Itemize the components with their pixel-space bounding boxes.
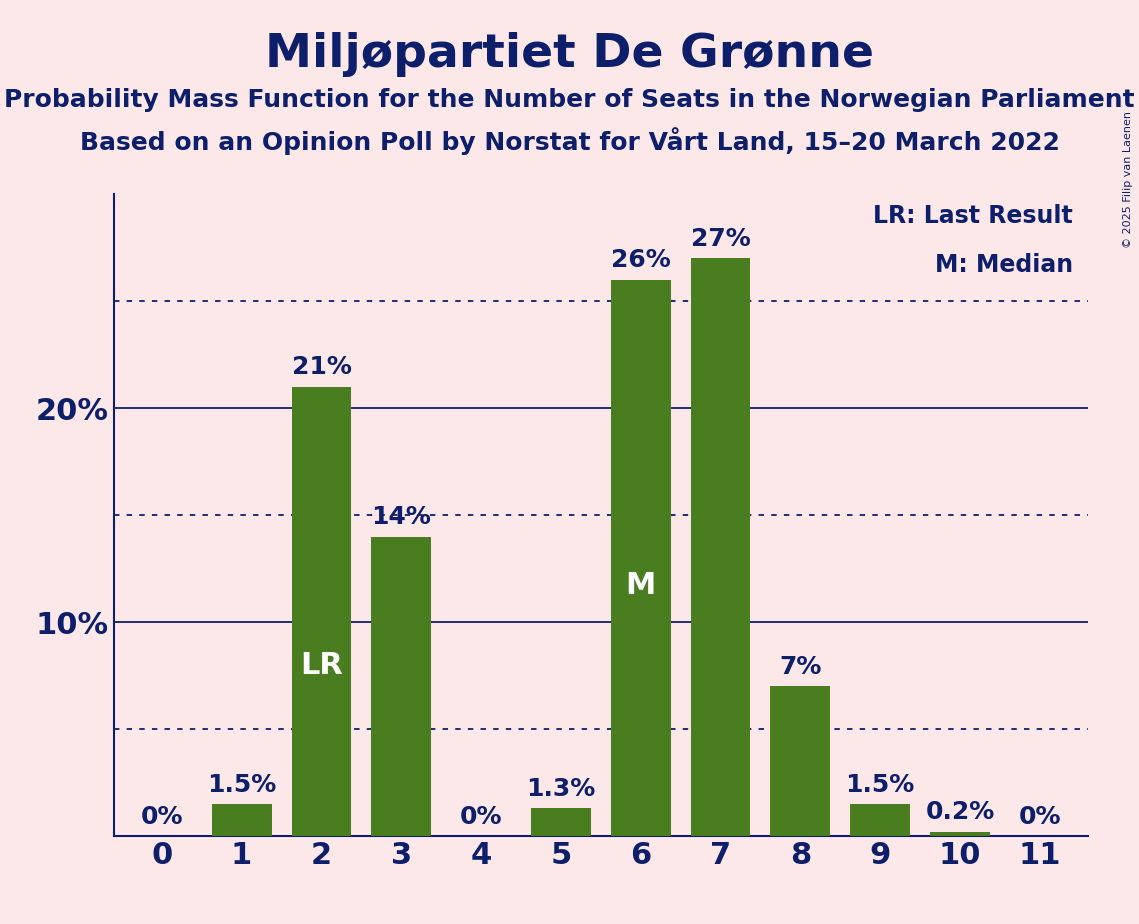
Text: 7%: 7% xyxy=(779,655,821,679)
Bar xyxy=(770,687,830,836)
Text: 1.5%: 1.5% xyxy=(845,772,915,796)
Text: M: M xyxy=(625,571,656,601)
Text: 27%: 27% xyxy=(690,226,751,250)
Bar xyxy=(851,804,910,836)
Text: Miljøpartiet De Grønne: Miljøpartiet De Grønne xyxy=(265,32,874,78)
Text: 26%: 26% xyxy=(611,249,671,273)
Text: LR: Last Result: LR: Last Result xyxy=(874,203,1073,227)
Text: 0%: 0% xyxy=(140,805,183,829)
Text: 21%: 21% xyxy=(292,355,351,379)
Text: 0%: 0% xyxy=(460,805,502,829)
Text: 1.3%: 1.3% xyxy=(526,777,596,801)
Text: M: Median: M: Median xyxy=(935,253,1073,277)
Text: Based on an Opinion Poll by Norstat for Vårt Land, 15–20 March 2022: Based on an Opinion Poll by Norstat for … xyxy=(80,128,1059,155)
Bar xyxy=(931,832,990,836)
Bar xyxy=(531,808,591,836)
Text: 14%: 14% xyxy=(371,505,432,529)
Bar xyxy=(212,804,271,836)
Bar xyxy=(611,280,671,836)
Text: 0%: 0% xyxy=(1018,805,1062,829)
Bar xyxy=(371,537,432,836)
Bar xyxy=(292,386,351,836)
Text: 1.5%: 1.5% xyxy=(207,772,277,796)
Text: Probability Mass Function for the Number of Seats in the Norwegian Parliament: Probability Mass Function for the Number… xyxy=(5,88,1134,112)
Bar xyxy=(690,258,751,836)
Text: 0.2%: 0.2% xyxy=(925,800,994,824)
Text: © 2025 Filip van Laenen: © 2025 Filip van Laenen xyxy=(1123,111,1133,248)
Text: LR: LR xyxy=(300,650,343,680)
